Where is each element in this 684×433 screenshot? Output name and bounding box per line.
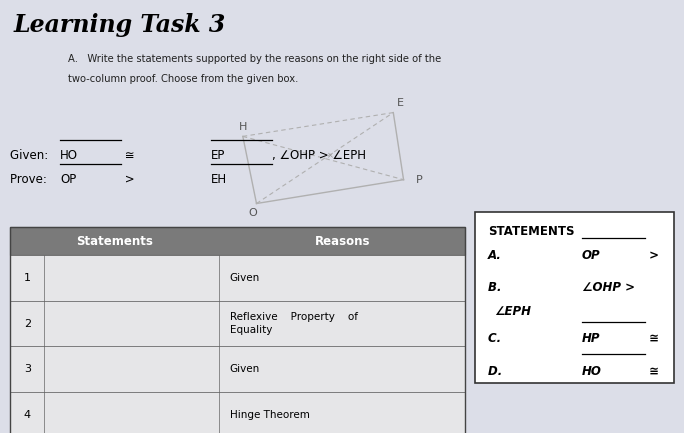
- Text: Prove:: Prove:: [10, 173, 51, 186]
- Bar: [10, 301, 465, 346]
- Text: OP: OP: [60, 173, 77, 186]
- Text: Reflexive    Property    of
Equality: Reflexive Property of Equality: [230, 312, 358, 335]
- Text: D.: D.: [488, 365, 506, 378]
- Text: 2: 2: [24, 319, 31, 329]
- Text: C.: C.: [488, 333, 505, 346]
- Bar: [10, 255, 465, 301]
- Text: E: E: [397, 98, 404, 108]
- Text: B.: B.: [488, 281, 505, 294]
- Text: >: >: [644, 249, 663, 262]
- Text: HO: HO: [582, 365, 602, 378]
- Text: O: O: [249, 208, 257, 218]
- Text: Reasons: Reasons: [315, 235, 370, 248]
- Text: HO: HO: [60, 149, 78, 162]
- Text: OP: OP: [582, 249, 601, 262]
- Text: ∠EPH: ∠EPH: [495, 305, 531, 318]
- Text: 4: 4: [24, 410, 31, 420]
- Text: 3: 3: [24, 364, 31, 374]
- Text: H: H: [239, 122, 247, 132]
- Text: >: >: [120, 173, 138, 186]
- Text: Given:: Given:: [10, 149, 52, 162]
- Text: A.: A.: [488, 249, 505, 262]
- Text: ≅: ≅: [644, 333, 663, 346]
- Text: STATEMENTS: STATEMENTS: [488, 225, 574, 238]
- Text: A.   Write the statements supported by the reasons on the right side of the: A. Write the statements supported by the…: [68, 54, 442, 64]
- Text: EP: EP: [211, 149, 226, 162]
- Text: Given: Given: [230, 364, 260, 374]
- Text: Statements: Statements: [77, 235, 153, 248]
- Text: two-column proof. Choose from the given box.: two-column proof. Choose from the given …: [68, 74, 299, 84]
- Bar: [10, 227, 465, 433]
- Text: Learning Task 3: Learning Task 3: [14, 13, 226, 37]
- Text: , ∠OHP > ∠EPH: , ∠OHP > ∠EPH: [272, 149, 366, 162]
- Text: ∠OHP >: ∠OHP >: [582, 281, 639, 294]
- Bar: [10, 346, 465, 392]
- Bar: [10, 392, 465, 433]
- Bar: [10, 227, 465, 255]
- Text: ≅: ≅: [644, 365, 663, 378]
- Text: 1: 1: [24, 273, 31, 283]
- Text: HP: HP: [582, 333, 601, 346]
- Text: P: P: [416, 174, 423, 185]
- Text: EH: EH: [211, 173, 228, 186]
- Text: ×: ×: [326, 152, 334, 160]
- Text: Given: Given: [230, 273, 260, 283]
- Text: ≅: ≅: [120, 149, 138, 162]
- Text: Hinge Theorem: Hinge Theorem: [230, 410, 310, 420]
- Bar: [475, 212, 674, 383]
